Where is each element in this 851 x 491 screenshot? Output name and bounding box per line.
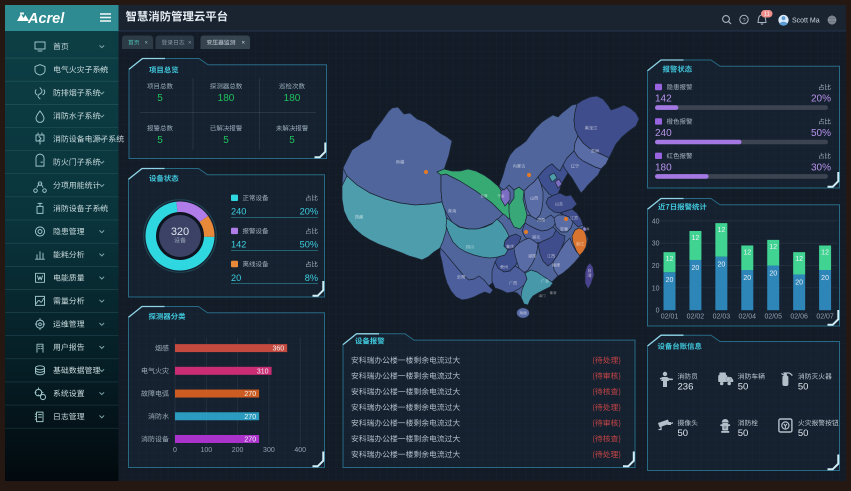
svg-text:100: 100 [200, 447, 212, 454]
svg-text:270: 270 [244, 414, 256, 421]
svg-text:02/04: 02/04 [739, 314, 757, 321]
svg-text:50%: 50% [300, 240, 318, 250]
svg-text:5: 5 [289, 135, 295, 146]
svg-text:320: 320 [171, 226, 189, 238]
svg-text:5: 5 [157, 93, 163, 104]
svg-text:30%: 30% [811, 162, 831, 173]
svg-text:20: 20 [717, 262, 725, 269]
svg-text:142: 142 [655, 94, 672, 105]
svg-text:02/05: 02/05 [764, 314, 782, 321]
svg-text:360: 360 [272, 346, 284, 353]
svg-text:50: 50 [738, 382, 749, 393]
svg-text:180: 180 [218, 93, 235, 104]
svg-text:Scott Ma: Scott Ma [792, 17, 820, 24]
svg-text:240: 240 [231, 207, 246, 217]
svg-text:180: 180 [284, 93, 301, 104]
svg-text:02/02: 02/02 [687, 314, 705, 321]
svg-text:40: 40 [652, 218, 660, 225]
svg-text:12: 12 [821, 249, 829, 256]
svg-text:12: 12 [743, 249, 751, 256]
svg-text:10: 10 [652, 285, 660, 292]
svg-text:50: 50 [678, 428, 689, 439]
svg-text:20: 20 [652, 263, 660, 270]
svg-text:20: 20 [743, 275, 751, 282]
svg-text:02/01: 02/01 [661, 314, 679, 321]
svg-text:×: × [188, 41, 192, 47]
svg-text:02/06: 02/06 [790, 314, 808, 321]
svg-text:270: 270 [244, 437, 256, 444]
svg-text:02/07: 02/07 [816, 314, 834, 321]
svg-text:20%: 20% [811, 94, 831, 105]
svg-text:50%: 50% [811, 128, 831, 139]
svg-text:12: 12 [666, 256, 674, 263]
svg-text:×: × [242, 41, 246, 47]
svg-text:20: 20 [692, 265, 700, 272]
svg-text:50: 50 [798, 382, 809, 393]
svg-text:20%: 20% [300, 207, 318, 217]
svg-text:20: 20 [821, 275, 829, 282]
svg-text:02/03: 02/03 [713, 314, 731, 321]
svg-text:11: 11 [764, 12, 770, 18]
svg-text:12: 12 [692, 235, 700, 242]
svg-text:5: 5 [157, 135, 163, 146]
svg-text:20: 20 [231, 273, 241, 283]
svg-text:20: 20 [666, 277, 674, 284]
svg-text:310: 310 [257, 368, 269, 375]
svg-text:240: 240 [655, 128, 672, 139]
svg-text:20: 20 [769, 271, 777, 278]
svg-text:?: ? [742, 18, 746, 24]
svg-text:200: 200 [232, 447, 244, 454]
svg-text:236: 236 [678, 382, 694, 393]
svg-text:12: 12 [769, 244, 777, 251]
svg-text:50: 50 [798, 428, 809, 439]
svg-text:270: 270 [244, 391, 256, 398]
svg-text:Acrel: Acrel [27, 11, 65, 27]
svg-text:50: 50 [738, 428, 749, 439]
svg-text:400: 400 [294, 447, 306, 454]
svg-text:×: × [145, 41, 149, 47]
svg-text:8%: 8% [305, 273, 318, 283]
svg-text:142: 142 [231, 240, 246, 250]
svg-text:180: 180 [655, 162, 672, 173]
svg-text:12: 12 [717, 227, 725, 234]
svg-text:12: 12 [795, 256, 803, 263]
svg-text:5: 5 [223, 135, 229, 146]
svg-text:20: 20 [795, 279, 803, 286]
svg-text:0: 0 [173, 447, 177, 454]
svg-text:30: 30 [652, 241, 660, 248]
svg-text:0: 0 [656, 308, 660, 315]
svg-text:300: 300 [263, 447, 275, 454]
